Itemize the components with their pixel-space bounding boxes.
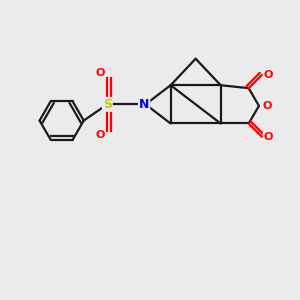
Text: N: N xyxy=(139,98,149,111)
Text: O: O xyxy=(95,130,105,140)
Text: O: O xyxy=(264,132,273,142)
Text: O: O xyxy=(95,68,105,78)
Text: O: O xyxy=(264,70,273,80)
Text: S: S xyxy=(103,98,112,111)
Text: O: O xyxy=(262,101,272,111)
